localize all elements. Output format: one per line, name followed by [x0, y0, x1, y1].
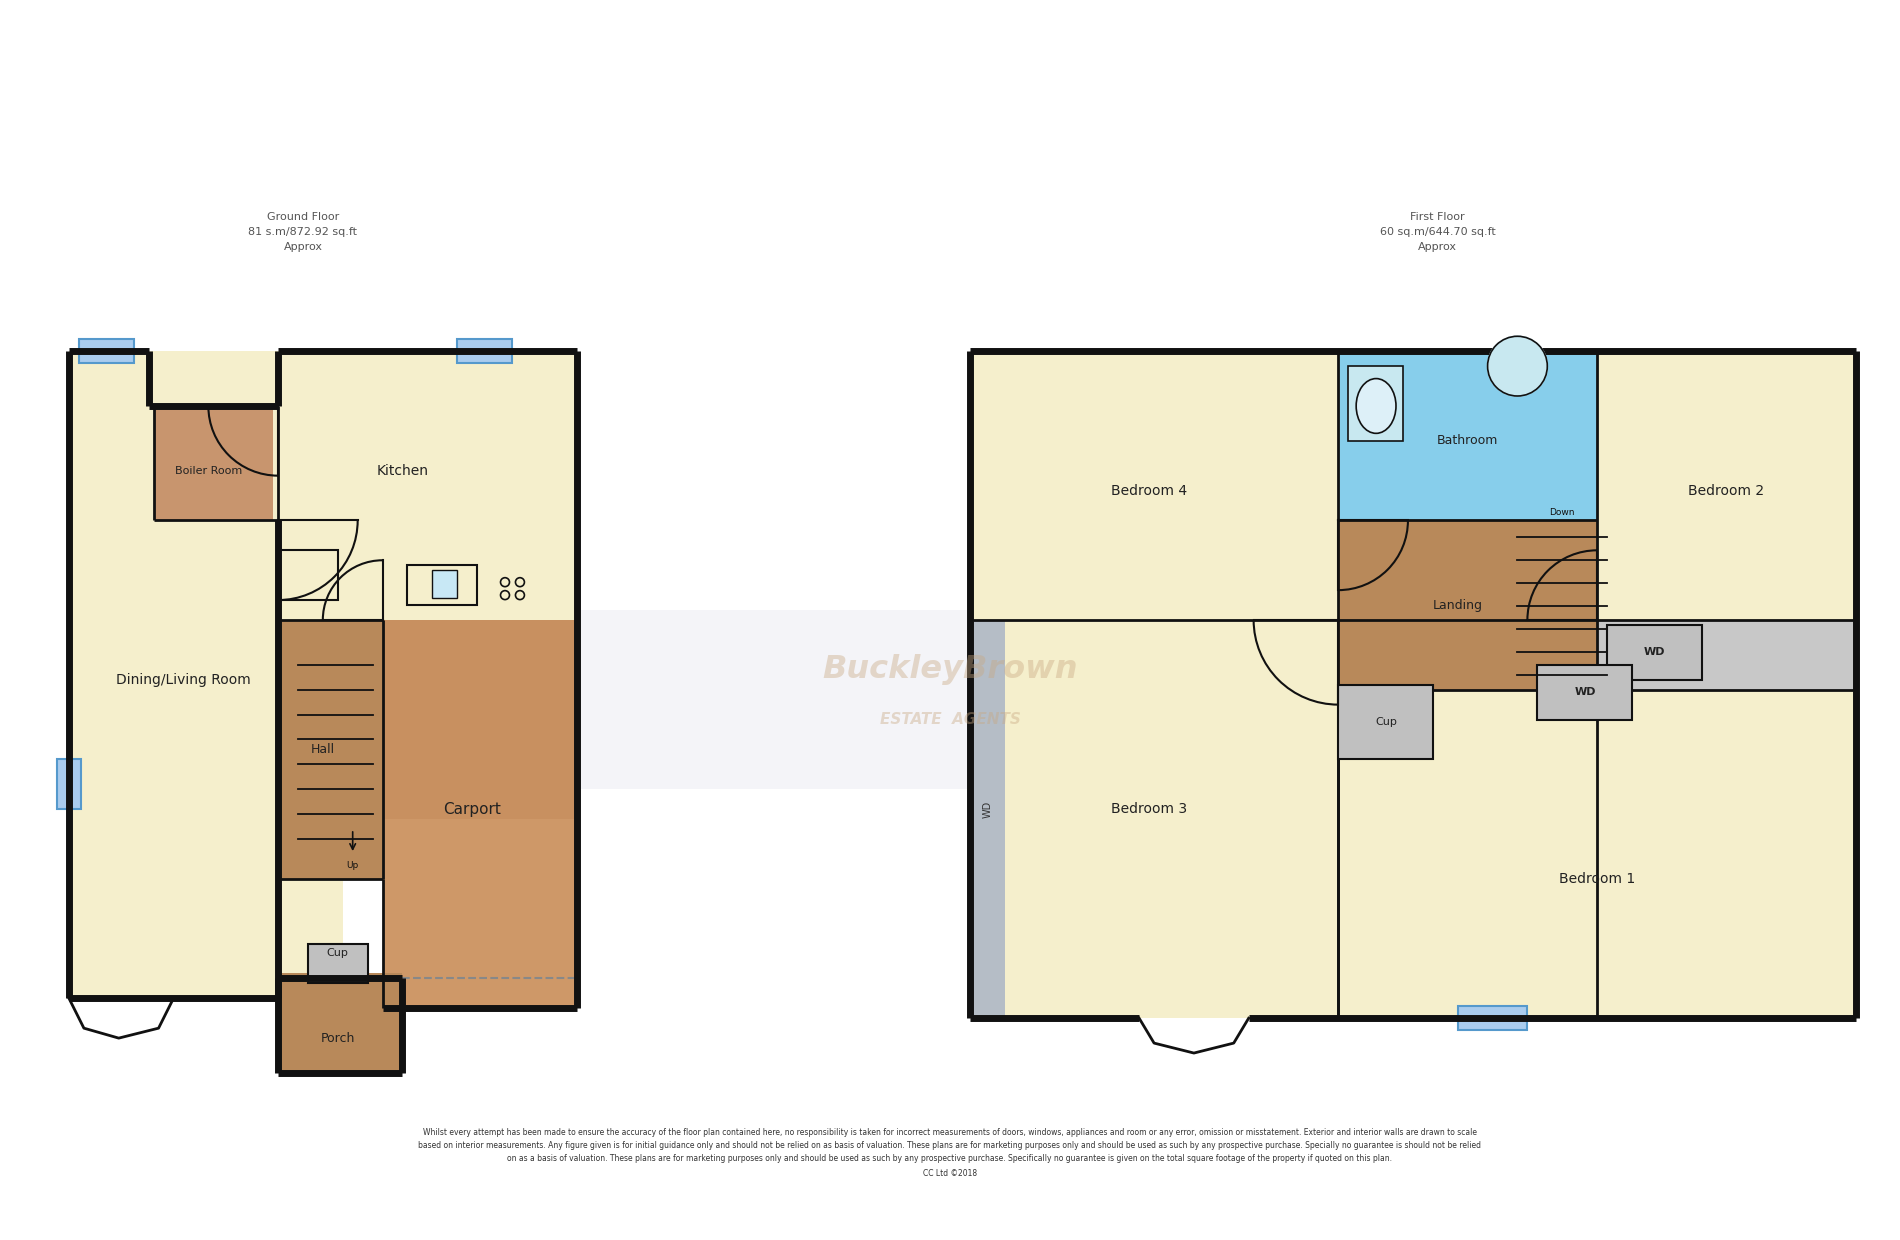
Circle shape	[1488, 336, 1547, 396]
Bar	[969, 351, 1338, 620]
Bar	[277, 620, 382, 879]
Bar	[969, 620, 1338, 1018]
Bar	[1338, 684, 1433, 759]
Text: Bedroom 4: Bedroom 4	[1112, 484, 1188, 497]
Bar	[1338, 689, 1856, 1018]
Bar	[80, 340, 133, 363]
Bar	[1349, 366, 1402, 440]
Text: Cup: Cup	[327, 949, 350, 959]
Text: Ground Floor
81 s.m/872.92 sq.ft
Approx: Ground Floor 81 s.m/872.92 sq.ft Approx	[249, 212, 357, 252]
Text: Landing: Landing	[1433, 599, 1482, 611]
Bar	[458, 340, 511, 363]
Bar	[1598, 620, 1856, 689]
Bar	[57, 759, 82, 810]
Bar	[458, 340, 511, 363]
Bar	[1457, 1007, 1528, 1030]
Text: Cup: Cup	[1376, 717, 1396, 727]
Bar	[302, 610, 1497, 789]
Text: based on interior measurements. Any figure given is for initial guidance only an: based on interior measurements. Any figu…	[418, 1141, 1482, 1151]
Bar	[1338, 351, 1598, 521]
Text: ESTATE  AGENTS: ESTATE AGENTS	[880, 712, 1020, 727]
Text: Hall: Hall	[312, 743, 334, 756]
Bar	[277, 973, 403, 1073]
Bar	[277, 351, 578, 620]
Text: Down: Down	[1550, 508, 1575, 517]
Bar	[969, 620, 1005, 1018]
Text: BuckleyBrown: BuckleyBrown	[823, 655, 1077, 686]
Bar	[154, 405, 274, 521]
Text: First Floor
60 sq.m/644.70 sq.ft
Approx: First Floor 60 sq.m/644.70 sq.ft Approx	[1379, 212, 1495, 252]
Bar	[277, 551, 338, 600]
Text: Bedroom 3: Bedroom 3	[1112, 802, 1188, 816]
Text: WD: WD	[982, 801, 994, 817]
Text: Bedroom 2: Bedroom 2	[1689, 484, 1765, 497]
Bar	[80, 340, 133, 363]
Text: CC Ltd ©2018: CC Ltd ©2018	[923, 1169, 977, 1178]
Text: Bedroom 1: Bedroom 1	[1560, 872, 1636, 885]
Ellipse shape	[1357, 378, 1396, 433]
Bar	[382, 820, 578, 1008]
Text: Kitchen: Kitchen	[376, 464, 429, 477]
Text: on as a basis of valuation. These plans are for marketing purposes only and shou: on as a basis of valuation. These plans …	[507, 1154, 1393, 1163]
Bar	[382, 620, 578, 1008]
Text: Dining/Living Room: Dining/Living Room	[116, 673, 251, 687]
Bar	[407, 565, 477, 605]
Bar	[308, 944, 367, 983]
Bar	[1598, 351, 1856, 620]
Text: WD: WD	[1575, 687, 1596, 697]
Text: Boiler Room: Boiler Room	[175, 466, 241, 476]
Text: WD: WD	[1644, 647, 1666, 657]
Text: Porch: Porch	[321, 1032, 355, 1044]
Bar	[308, 944, 367, 983]
Text: Bathroom: Bathroom	[1436, 434, 1499, 448]
Bar	[1607, 625, 1702, 680]
Bar	[1338, 521, 1598, 689]
Bar	[433, 570, 458, 598]
Bar	[1537, 665, 1632, 719]
Bar	[1457, 1007, 1528, 1030]
Bar	[68, 351, 342, 998]
Bar	[57, 759, 82, 810]
Text: Whilst every attempt has been made to ensure the accuracy of the floor plan cont: Whilst every attempt has been made to en…	[424, 1128, 1476, 1137]
Text: Carport: Carport	[443, 801, 502, 817]
Text: Up: Up	[346, 861, 359, 870]
